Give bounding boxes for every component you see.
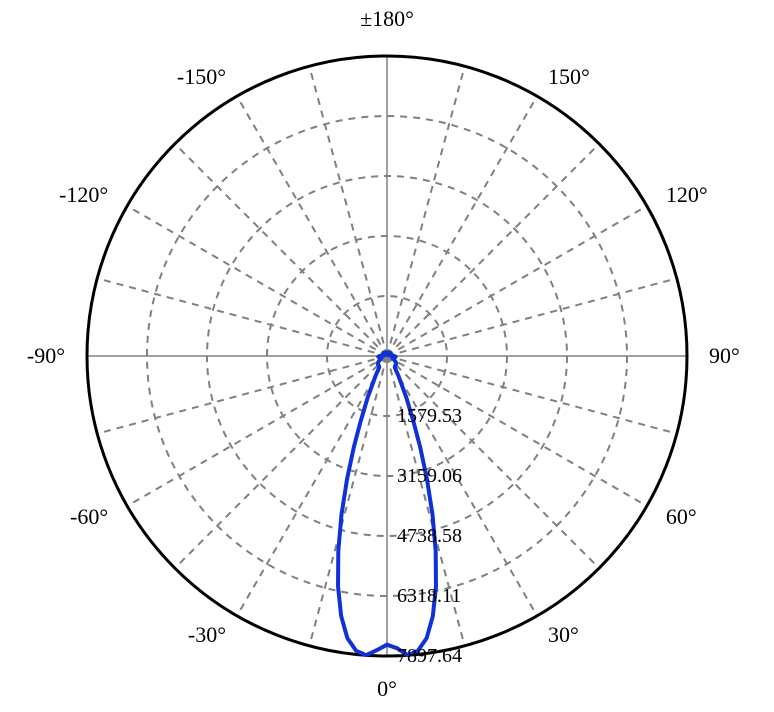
radial-tick-label: 6318.11 [397,585,461,607]
grid-spoke [97,356,387,434]
grid-spoke [237,96,387,356]
grid-spoke [175,356,387,568]
radial-tick-label: 4738.58 [397,525,462,547]
grid-spoke [387,96,537,356]
angle-tick-label: 90° [709,343,740,368]
grid-spoke [309,66,387,356]
radial-tick-label: 3159.06 [397,465,462,487]
angle-tick-label: 60° [666,504,697,529]
angle-tick-label: -60° [70,504,108,529]
grid-spoke [309,356,387,646]
angle-tick-label: -90° [27,343,65,368]
angle-tick-label: 0° [377,676,397,701]
radial-tick-label: 1579.53 [397,405,462,427]
grid-spoke [387,144,599,356]
angle-tick-label: -120° [59,182,108,207]
polar-chart: 1579.53 3159.06 4738.58 6318.11 7897.64 0° 30… [0,0,774,712]
grid-spoke [387,278,677,356]
angle-tick-label: 120° [666,182,708,207]
grid-spoke [387,206,647,356]
grid-spoke [175,144,387,356]
grid-spoke [127,206,387,356]
angle-tick-label: 150° [548,64,590,89]
angle-tick-label: ±180° [360,6,414,31]
angle-tick-label: -30° [188,622,226,647]
grid-spoke [237,356,387,616]
grid-spoke [387,66,465,356]
radial-tick-label: 7897.64 [397,645,462,667]
angle-tick-label: 30° [548,622,579,647]
angle-tick-label: -150° [177,64,226,89]
grid-spoke [97,278,387,356]
